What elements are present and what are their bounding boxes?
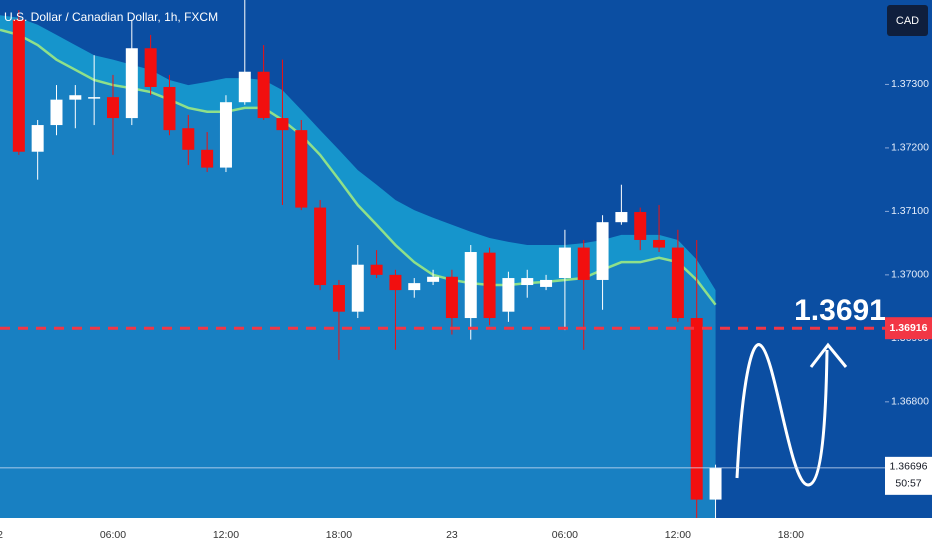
y-tick-label: 1.37000 [891,269,929,281]
candle-body [445,276,458,319]
candle-body [464,252,477,319]
x-tick-label: 18:00 [778,529,804,541]
candle-body [163,86,176,131]
candle-body [709,467,722,500]
y-tick-label: 1.37200 [891,142,929,154]
x-tick-label: 2 [0,529,3,541]
candle-body [408,283,421,291]
candle-body [558,247,571,279]
candle-body [219,102,232,168]
price-line-tag [885,317,932,340]
price-line-label: 1.36916 [890,322,928,334]
current-price-tag [885,456,932,495]
mark-layer [12,0,722,518]
candle-body [295,130,308,208]
candle-body [483,252,496,319]
candle-body [577,247,590,280]
candle-body [31,125,44,152]
candle-body [596,222,609,280]
overlay-layer: 1.36916 1.36696 50:57 1.3691 [0,294,932,495]
candle-body [201,149,214,168]
x-tick-label: 12:00 [213,529,239,541]
candle-body [540,279,553,287]
candle-body [144,48,157,87]
x-tick-label: 18:00 [326,529,352,541]
chart-title: U.S. Dollar / Canadian Dollar, 1h, FXCM [4,10,218,24]
candle-body [634,212,647,240]
candle-body [502,278,515,312]
candle-body [427,276,440,282]
candle-body [69,95,82,100]
countdown-label: 50:57 [895,478,921,490]
candle-body [389,274,402,291]
x-tick-label: 06:00 [100,529,126,541]
candle-body [88,97,101,99]
candle-body [653,239,666,248]
candle-body [671,247,684,319]
x-tick-label: 23 [446,529,458,541]
candle-body [106,97,119,119]
candle-body [314,207,327,286]
candle-body [276,118,289,131]
candle-body [615,212,628,223]
arrow-head [809,342,848,368]
candle-body [370,264,383,275]
currency-button[interactable] [887,5,928,36]
candle-body [332,285,345,312]
candle-body [351,264,364,312]
candle-body [238,71,251,103]
annotation: 1.3691 [794,294,886,327]
x-tick-label: 06:00 [552,529,578,541]
x-tick-label: 12:00 [665,529,691,541]
candle-body [257,71,270,119]
candle-body [12,19,25,152]
x-axis-strip [0,518,932,550]
y-tick-label: 1.36800 [891,396,929,408]
y-tick-label: 1.37100 [891,205,929,217]
candle-body [521,278,534,286]
ema-line [0,28,717,306]
candle-body [50,99,63,126]
y-tick-label: 1.37300 [891,78,929,90]
area-layer: 1.368001.369001.370001.371001.372001.373… [0,15,929,541]
currency-label[interactable]: CAD [896,15,919,27]
current-price-label: 1.36696 [890,461,928,473]
candle-body [125,48,138,119]
candle-body [690,318,703,500]
candle-body [182,128,195,150]
arrow-curve [735,343,829,487]
